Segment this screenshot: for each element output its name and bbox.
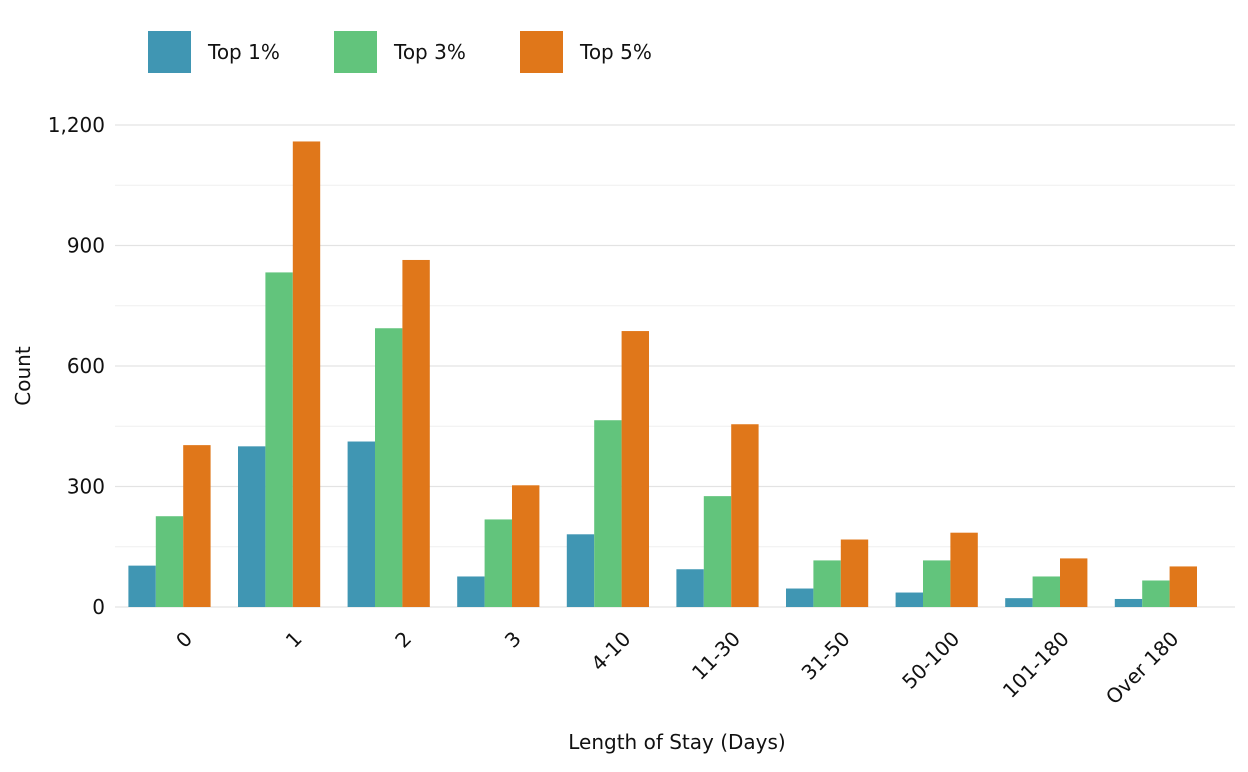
bar-top-3-3 xyxy=(484,519,512,607)
bar-top-1-4-10 xyxy=(566,534,595,607)
bar-top-1-2 xyxy=(347,441,375,607)
bar-top-3-50-100 xyxy=(923,560,951,607)
x-tick-label: 3 xyxy=(500,627,526,653)
bar-top-1-0 xyxy=(128,565,156,607)
bar-top-3-2 xyxy=(375,328,403,607)
bar-top-3-101-180 xyxy=(1032,576,1060,607)
bar-top-5-4-10 xyxy=(621,331,649,607)
legend-swatch xyxy=(148,31,191,73)
bars xyxy=(128,141,1197,608)
y-tick-label: 900 xyxy=(67,234,105,258)
bar-top-1-11-30 xyxy=(676,569,704,607)
legend-swatch xyxy=(334,31,377,73)
bar-top-5-1 xyxy=(292,141,321,608)
x-tick-label: Over 180 xyxy=(1101,627,1183,709)
x-tick-label: 2 xyxy=(390,627,416,653)
bar-top-5-31-50 xyxy=(840,539,869,607)
legend: Top 1% Top 3% Top 5% xyxy=(148,31,652,73)
x-tick-label: 50-100 xyxy=(897,627,964,694)
bar-top-5-101-180 xyxy=(1060,558,1088,607)
bar-top-1-50-100 xyxy=(895,592,923,607)
bar-top-3-4-10 xyxy=(594,420,622,607)
x-tick-label: 0 xyxy=(171,627,197,653)
bar-top-5-0 xyxy=(183,445,211,607)
bar-top-5-2 xyxy=(402,259,430,607)
legend-label: Top 3% xyxy=(393,40,466,64)
x-axis-ticks: 0 1 2 3 4-10 11-30 31-50 50-100 101-180 Over 180 xyxy=(171,627,1183,709)
y-tick-label: 0 xyxy=(92,595,105,619)
x-tick-label: 31-50 xyxy=(797,627,855,685)
y-tick-label: 1,200 xyxy=(48,113,105,137)
bar-top-5-3 xyxy=(512,485,540,607)
bar-top-5-11-30 xyxy=(731,424,759,607)
bar-top-5-over-180 xyxy=(1169,566,1197,607)
bar-top-3-1 xyxy=(265,272,293,607)
bar-top-3-11-30 xyxy=(703,496,732,607)
x-axis-title: Length of Stay (Days) xyxy=(568,730,785,754)
y-tick-label: 300 xyxy=(67,475,105,499)
y-axis-ticks: 0 300 600 900 1,200 xyxy=(48,113,105,619)
x-tick-label: 11-30 xyxy=(687,627,745,685)
y-tick-label: 600 xyxy=(67,354,105,378)
x-tick-label: 101-180 xyxy=(998,627,1074,703)
legend-swatch xyxy=(520,31,563,73)
bar-top-1-3 xyxy=(457,576,485,607)
bar-top-1-31-50 xyxy=(786,588,814,607)
bar-top-1-101-180 xyxy=(1005,598,1033,607)
bar-top-5-50-100 xyxy=(950,532,978,607)
legend-label: Top 1% xyxy=(207,40,280,64)
bar-top-3-0 xyxy=(155,516,184,607)
x-tick-label: 1 xyxy=(281,627,307,653)
y-axis-title: Count xyxy=(11,346,35,406)
legend-label: Top 5% xyxy=(579,40,652,64)
bar-top-3-over-180 xyxy=(1142,580,1170,607)
bar-top-3-31-50 xyxy=(813,560,841,607)
x-tick-label: 4-10 xyxy=(586,627,635,676)
bar-top-1-over-180 xyxy=(1114,598,1143,607)
bar-top-1-1 xyxy=(238,446,266,607)
